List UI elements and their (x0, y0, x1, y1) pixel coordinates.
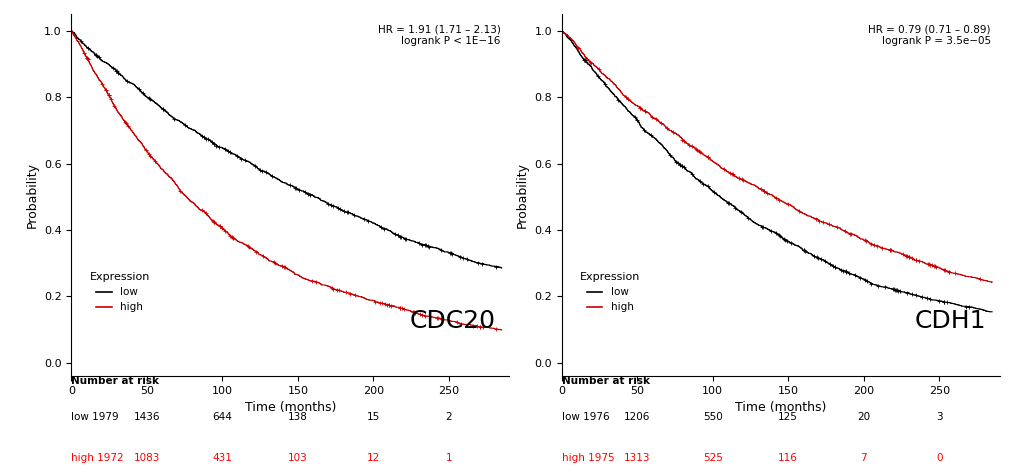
Y-axis label: Probability: Probability (25, 162, 39, 228)
Text: low 1976: low 1976 (561, 412, 608, 422)
Legend: low, high: low, high (86, 268, 154, 317)
Text: 15: 15 (367, 412, 380, 422)
Text: 12: 12 (367, 452, 380, 463)
Text: high 1972: high 1972 (71, 452, 124, 463)
Y-axis label: Probability: Probability (516, 162, 528, 228)
Legend: low, high: low, high (575, 268, 644, 317)
Text: 1083: 1083 (133, 452, 160, 463)
Text: CDH1: CDH1 (914, 308, 985, 333)
Text: 644: 644 (212, 412, 232, 422)
Text: 1436: 1436 (133, 412, 160, 422)
Text: HR = 1.91 (1.71 – 2.13)
logrank P < 1E−16: HR = 1.91 (1.71 – 2.13) logrank P < 1E−1… (377, 25, 500, 47)
Text: 1: 1 (445, 452, 451, 463)
Text: 525: 525 (702, 452, 722, 463)
Text: 1313: 1313 (624, 452, 650, 463)
Text: 431: 431 (212, 452, 232, 463)
Text: 125: 125 (777, 412, 798, 422)
Text: Number at risk: Number at risk (561, 376, 649, 386)
Text: CDC20: CDC20 (410, 308, 495, 333)
Text: 0: 0 (935, 452, 942, 463)
X-axis label: Time (months): Time (months) (245, 402, 335, 414)
Text: 1206: 1206 (624, 412, 650, 422)
Text: 3: 3 (935, 412, 942, 422)
Text: 116: 116 (777, 452, 798, 463)
Text: HR = 0.79 (0.71 – 0.89)
logrank P = 3.5e−05: HR = 0.79 (0.71 – 0.89) logrank P = 3.5e… (867, 25, 989, 47)
Text: 2: 2 (445, 412, 451, 422)
Text: 550: 550 (702, 412, 721, 422)
Text: high 1975: high 1975 (561, 452, 613, 463)
Text: Number at risk: Number at risk (71, 376, 159, 386)
Text: 7: 7 (860, 452, 866, 463)
Text: 138: 138 (287, 412, 308, 422)
Text: low 1979: low 1979 (71, 412, 119, 422)
Text: 103: 103 (287, 452, 308, 463)
X-axis label: Time (months): Time (months) (735, 402, 825, 414)
Text: 20: 20 (856, 412, 869, 422)
